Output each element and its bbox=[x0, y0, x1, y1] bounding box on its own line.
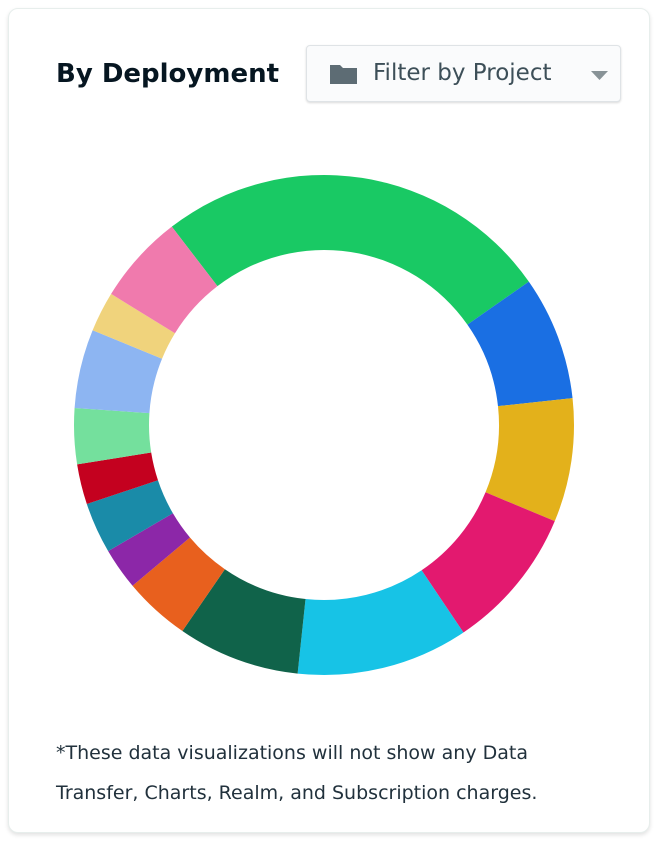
donut-segment bbox=[421, 492, 555, 633]
donut-segment bbox=[132, 537, 225, 632]
donut-segment bbox=[182, 569, 306, 674]
donut-segment bbox=[74, 407, 152, 465]
filter-button-label: Filter by Project bbox=[373, 60, 552, 86]
donut-segment bbox=[92, 293, 175, 359]
donut-segment bbox=[485, 398, 575, 522]
donut-segment bbox=[111, 226, 218, 334]
donut-segment bbox=[108, 513, 190, 586]
folder-icon bbox=[330, 65, 357, 84]
donut-segment bbox=[77, 452, 158, 504]
donut-segment bbox=[171, 174, 529, 325]
donut-segment bbox=[297, 570, 464, 675]
donut-segment bbox=[86, 480, 173, 552]
footnote: *These data visualizations will not show… bbox=[56, 742, 538, 804]
card-title: By Deployment bbox=[56, 59, 280, 89]
filter-button[interactable]: Filter by Project bbox=[306, 45, 621, 102]
donut-segment bbox=[467, 281, 573, 407]
donut-segment bbox=[74, 330, 163, 414]
caret-icon bbox=[591, 71, 608, 80]
